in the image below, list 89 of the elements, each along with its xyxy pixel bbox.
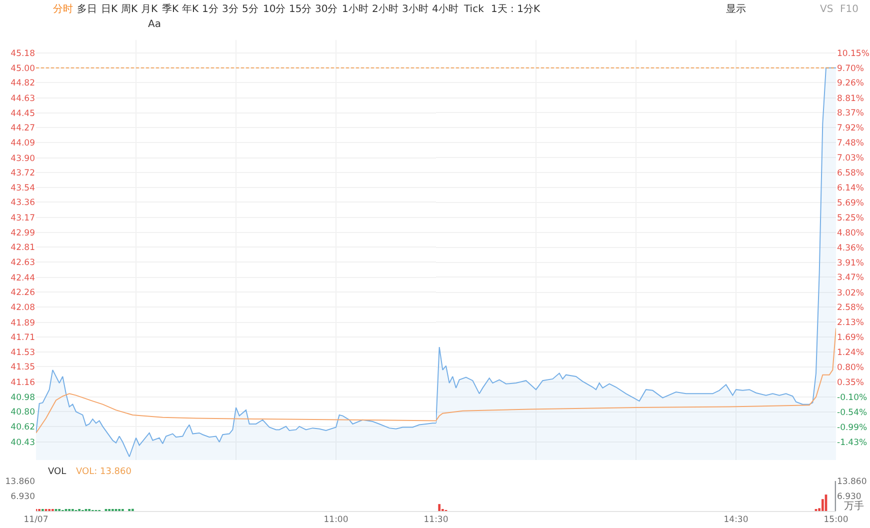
text: 多日 [77, 3, 97, 15]
y2-tick-label: 0.35% [837, 378, 864, 388]
y2-tick-label: 7.92% [837, 124, 864, 134]
text: Tick [463, 4, 484, 15]
y2-tick-label: 2.58% [837, 303, 864, 314]
y2-tick-label: 4.80% [837, 228, 864, 239]
chart-title: VOL [48, 467, 66, 477]
y-tick-label: 41.71 [10, 333, 35, 344]
y-tick-label: 43.54 [10, 183, 35, 194]
text: F10 [840, 4, 858, 15]
y2-tick-label: 6.58% [837, 168, 864, 179]
text: 2小时 [372, 3, 398, 15]
x-tick-label: 14:30 [724, 515, 748, 526]
y-tick-label: 44.63 [10, 94, 35, 104]
y-axis-title: 万手 [844, 500, 864, 512]
y-tick-label: 41.35 [10, 362, 35, 373]
y-tick-label: 41.53 [10, 348, 35, 358]
y2-tick-label: 4.36% [837, 243, 864, 254]
text: 5分 [242, 3, 258, 15]
y-tick-label: 41.16 [10, 378, 35, 388]
text: VOL: 13.860 [76, 467, 132, 477]
text: 30分 [315, 3, 338, 15]
text: Aa [148, 19, 161, 30]
text: 1天 : 1分K [491, 3, 540, 15]
y2-tick-label: -0.10% [837, 393, 868, 404]
y-tick-label: 42.44 [10, 273, 35, 284]
text: 周K [121, 4, 138, 15]
y2-tick-label: -1.43% [837, 438, 868, 448]
y-tick-label: 40.80 [10, 408, 35, 418]
y2-tick-label: 2.13% [837, 318, 864, 328]
y2-tick-label: 1.24% [837, 348, 864, 358]
y-tick-label: 40.62 [10, 422, 35, 432]
text: 10分 [263, 3, 286, 15]
y-tick-label: 45.00 [10, 64, 35, 74]
y-tick-label: 6.930 [10, 492, 35, 502]
y-tick-label: 40.98 [10, 392, 35, 403]
y2-tick-label: 3.91% [837, 258, 864, 268]
y-tick-label: 43.90 [10, 154, 35, 164]
y2-tick-label: 3.02% [837, 288, 864, 298]
y-tick-label: 44.45 [10, 108, 35, 119]
y-tick-label: 42.08 [10, 302, 35, 313]
y-tick-label: 44.27 [10, 124, 35, 134]
text: 日K [101, 4, 118, 15]
text: 季K [162, 3, 179, 15]
y2-tick-label: 5.25% [837, 213, 864, 224]
text: 3分 [222, 3, 238, 15]
y2-tick-label: 3.47% [837, 273, 864, 284]
y2-tick-label: 9.26% [837, 78, 864, 89]
y2-tick-label: 8.81% [837, 94, 864, 104]
y-tick-label: 44.82 [10, 78, 35, 89]
y-tick-label: 45.18 [10, 49, 35, 60]
text: VS [820, 4, 834, 15]
y2-tick-label: 7.48% [837, 138, 864, 148]
y-tick-label: 43.36 [10, 198, 35, 208]
text: 4小时 [432, 3, 458, 15]
y2-tick-label: 7.03% [837, 154, 864, 164]
y-tick-label: 43.17 [10, 214, 35, 224]
y2-tick-label: -0.99% [837, 423, 868, 434]
y-tick-label: 13.860 [837, 476, 867, 487]
y2-tick-label: 10.15% [837, 48, 870, 59]
text: 3小时 [402, 3, 428, 15]
text: 1小时 [342, 3, 368, 15]
y2-tick-label: 0.80% [837, 362, 864, 373]
y-tick-label: 42.99 [10, 228, 35, 238]
x-tick-label: 11/07 [24, 515, 48, 526]
y2-tick-label: 9.70% [837, 64, 864, 74]
text: 1分 [202, 3, 218, 15]
y2-tick-label: 1.69% [837, 332, 864, 343]
y2-tick-label: -0.54% [837, 408, 868, 418]
text: 年K [182, 3, 199, 15]
y-tick-label: 42.81 [10, 243, 35, 254]
y-tick-label: 42.63 [10, 258, 35, 268]
y-tick-label: 13.860 [5, 476, 35, 487]
y-tick-label: 6.930 [837, 492, 862, 502]
y-tick-label: 40.43 [10, 438, 35, 448]
y-tick-label: 42.26 [10, 288, 35, 298]
y2-tick-label: 8.37% [837, 108, 864, 119]
y-tick-label: 44.09 [10, 138, 35, 148]
y2-tick-label: 6.14% [837, 183, 864, 194]
x-tick-label: 11:30 [424, 515, 448, 526]
text: 显示 [726, 4, 746, 15]
text: 月K [141, 4, 158, 15]
x-tick-label: 11:00 [324, 515, 348, 526]
y-tick-label: 41.89 [10, 318, 35, 328]
text: 分时 [53, 3, 73, 15]
y2-tick-label: 5.69% [837, 198, 864, 209]
y-tick-label: 43.72 [10, 168, 35, 179]
x-tick-label: 15:00 [824, 515, 848, 526]
text: 15分 [289, 3, 312, 15]
